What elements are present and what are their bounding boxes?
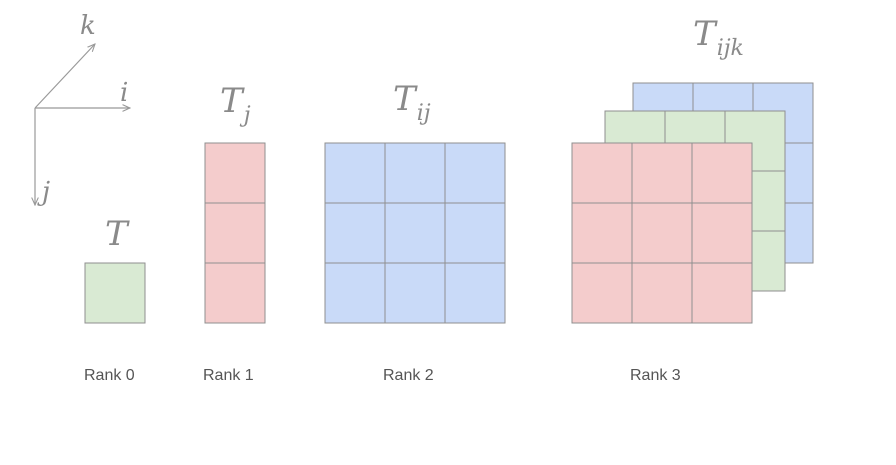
- rank-1-tensor: Tj Rank 1: [203, 81, 266, 384]
- rank-2-cell-r1c0: [324, 202, 386, 264]
- rank-3-front-cell-r1c1: [631, 202, 693, 264]
- axes-gizmo: k i j: [35, 11, 130, 207]
- rank-2-cell-r0c1: [384, 142, 446, 204]
- rank-3-front-cell-r2c0: [571, 262, 633, 324]
- rank-3-front-cell-r1c2: [691, 202, 753, 264]
- rank-0-grid: [84, 262, 146, 324]
- i-axis-label: i: [120, 78, 128, 108]
- rank-3-front-cell-r0c2: [691, 142, 753, 204]
- rank-2-cell-r1c1: [384, 202, 446, 264]
- rank-2-cell-r2c2: [444, 262, 506, 324]
- rank-2-grid: [324, 142, 506, 324]
- rank-0-tensor: T Rank 0: [84, 214, 146, 384]
- rank-3-label: Rank 3: [630, 367, 681, 384]
- rank-2-cell-r1c2: [444, 202, 506, 264]
- rank-3-symbol: Tijk: [693, 14, 744, 61]
- rank-3-front-cell-r1c0: [571, 202, 633, 264]
- rank-0-cell-r0c0: [84, 262, 146, 324]
- rank-2-cell-r2c0: [324, 262, 386, 324]
- rank-2-label: Rank 2: [383, 367, 434, 384]
- rank-3-front-cell-r2c2: [691, 262, 753, 324]
- k-axis-arrow: [34, 44, 95, 109]
- rank-2-cell-r2c1: [384, 262, 446, 324]
- rank-1-symbol: Tj: [220, 81, 251, 128]
- rank-2-tensor: Tij Rank 2: [324, 79, 506, 384]
- k-axis-label: k: [80, 11, 96, 41]
- rank-3-front-cell-r2c1: [631, 262, 693, 324]
- rank-0-label: Rank 0: [84, 367, 135, 384]
- rank-2-symbol: Tij: [393, 79, 431, 126]
- rank-2-cell-r0c2: [444, 142, 506, 204]
- rank-1-label: Rank 1: [203, 367, 254, 384]
- rank-3-front-layer: [571, 142, 753, 324]
- rank-1-cell-r0c0: [204, 142, 266, 204]
- rank-3-front-cell-r0c1: [631, 142, 693, 204]
- rank-3-tensor: Tijk Rank 3: [571, 14, 814, 384]
- rank-2-cell-r0c0: [324, 142, 386, 204]
- rank-1-cell-r2c0: [204, 262, 266, 324]
- rank-1-cell-r1c0: [204, 202, 266, 264]
- j-axis-label: j: [37, 177, 50, 207]
- rank-3-front-cell-r0c0: [571, 142, 633, 204]
- rank-0-symbol: T: [105, 214, 130, 254]
- rank-1-grid: [204, 142, 266, 324]
